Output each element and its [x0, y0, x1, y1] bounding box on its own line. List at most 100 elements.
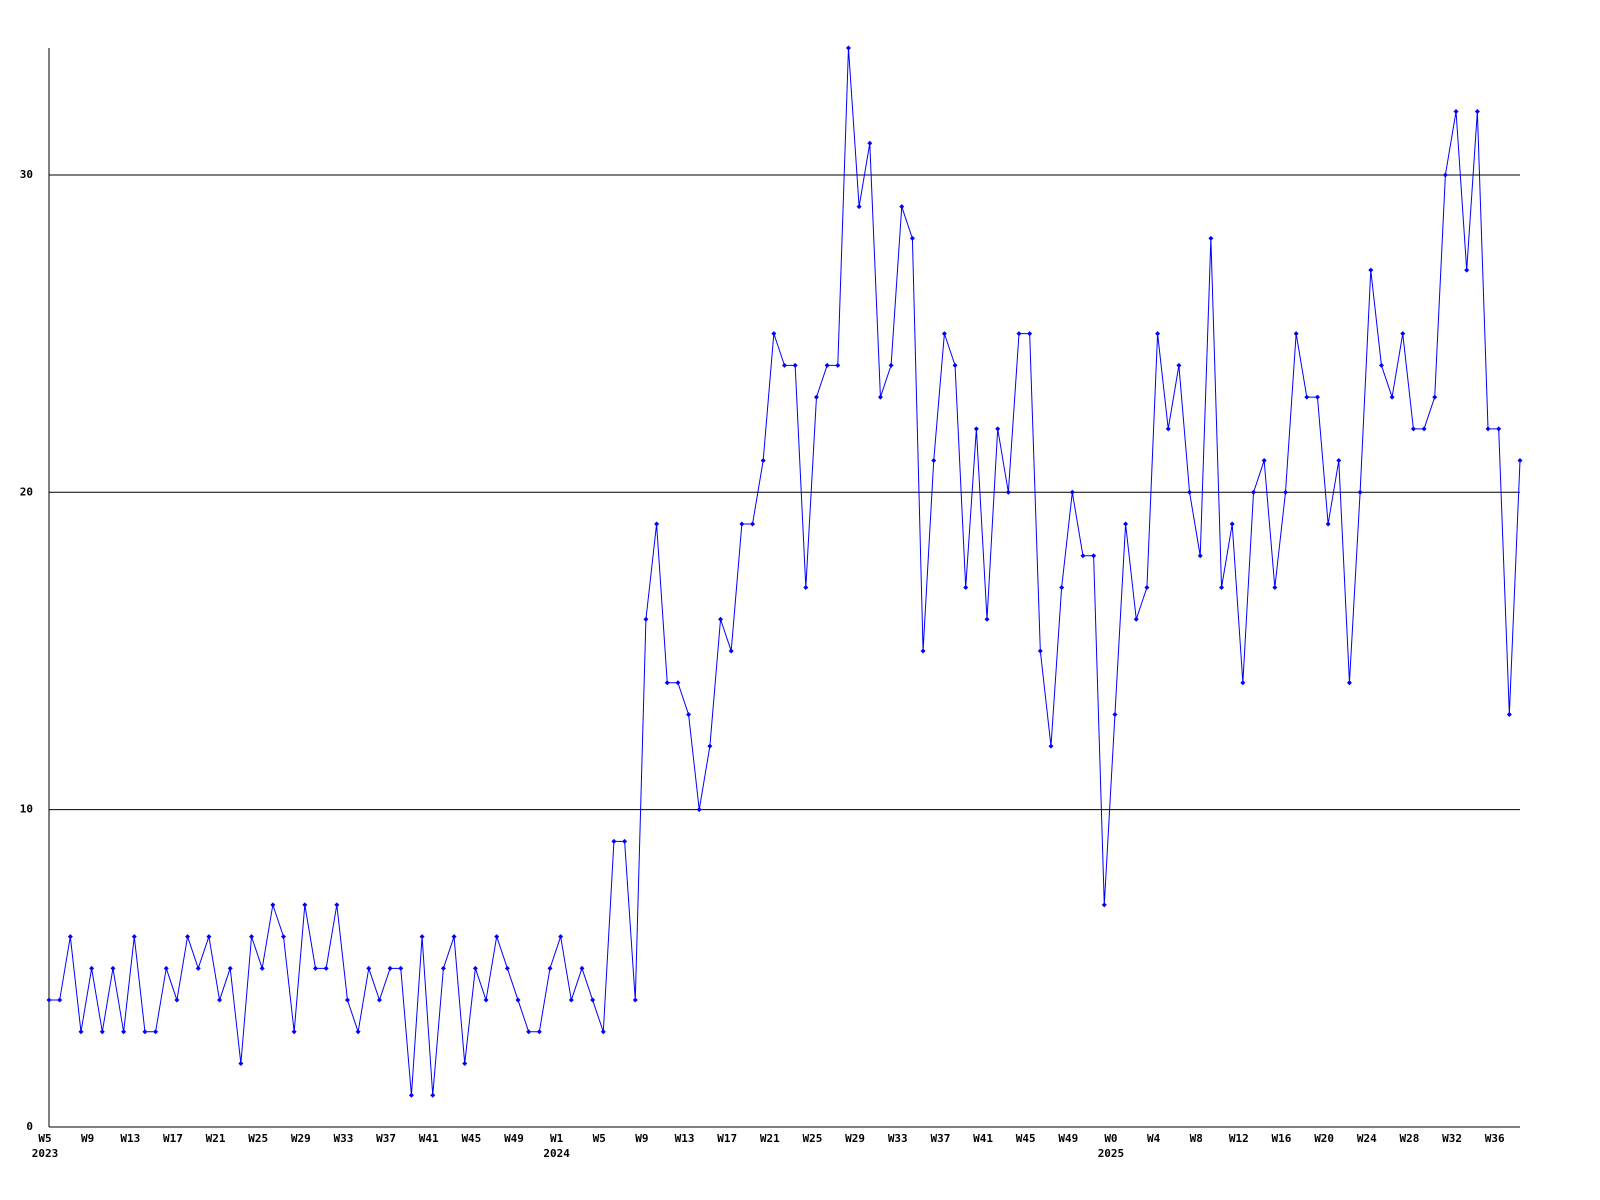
point: [1474, 108, 1480, 114]
point: [856, 204, 862, 210]
x-tick-label: W45: [461, 1132, 481, 1145]
point: [430, 1092, 436, 1098]
x-tick-label: W21: [206, 1132, 226, 1145]
point: [664, 680, 670, 686]
x-tick-label: W25: [803, 1132, 823, 1145]
year-label: 2023: [32, 1147, 59, 1160]
point: [355, 1029, 361, 1035]
point: [398, 965, 404, 971]
point: [760, 458, 766, 464]
point: [1400, 331, 1406, 337]
point: [110, 965, 116, 971]
year-label: 2024: [543, 1147, 570, 1160]
x-tick-label: W17: [163, 1132, 183, 1145]
x-tick-label: W24: [1357, 1132, 1377, 1145]
point: [1272, 585, 1278, 590]
point: [1176, 362, 1182, 368]
point: [718, 616, 724, 622]
point: [1506, 711, 1512, 717]
x-tick-label: W28: [1399, 1132, 1419, 1145]
x-tick-label: W29: [291, 1132, 311, 1145]
point: [1229, 521, 1235, 527]
point: [1187, 489, 1193, 495]
point: [1389, 394, 1395, 400]
x-tick-label: W37: [930, 1132, 950, 1145]
point: [813, 394, 819, 400]
x-tick-label: W8: [1190, 1132, 1203, 1145]
point: [163, 965, 169, 971]
point: [1421, 426, 1427, 432]
point: [1261, 458, 1267, 464]
x-tick-label: W13: [120, 1132, 140, 1145]
point: [739, 521, 745, 527]
point: [270, 902, 276, 908]
x-tick-label: W1: [550, 1132, 564, 1145]
point: [1048, 743, 1054, 749]
point: [1080, 553, 1086, 559]
point: [334, 902, 340, 908]
x-tick-label: W36: [1485, 1132, 1505, 1145]
point: [504, 965, 510, 971]
point: [675, 680, 681, 686]
x-tick-label: W16: [1272, 1132, 1292, 1145]
point: [408, 1092, 414, 1098]
point: [1282, 489, 1288, 495]
x-tick-label: W17: [717, 1132, 737, 1145]
point: [558, 934, 564, 940]
point: [67, 934, 73, 940]
point: [249, 934, 255, 940]
point: [1219, 585, 1225, 590]
point: [696, 807, 702, 813]
point: [494, 934, 500, 940]
x-tick-label: W21: [760, 1132, 780, 1145]
x-tick-label: W20: [1314, 1132, 1334, 1145]
point: [1410, 426, 1416, 432]
x-tick-label: W49: [504, 1132, 524, 1145]
point: [1165, 426, 1171, 432]
point: [931, 458, 937, 464]
point: [1101, 902, 1107, 908]
line: [49, 47, 1521, 1096]
point: [1304, 394, 1310, 400]
point: [1155, 331, 1161, 337]
point: [1037, 648, 1043, 654]
point: [973, 426, 979, 432]
point: [419, 934, 425, 940]
point: [440, 965, 446, 971]
point: [728, 648, 734, 654]
point: [1069, 489, 1075, 495]
point: [920, 648, 926, 654]
point: [1496, 426, 1502, 432]
y-tick-label: 20: [20, 485, 33, 498]
x-tick-label: W41: [973, 1132, 993, 1145]
x-tick-label: W0: [1104, 1132, 1117, 1145]
point: [1485, 426, 1491, 432]
point: [1123, 521, 1129, 527]
point: [1251, 489, 1257, 495]
point: [483, 997, 489, 1003]
point: [1368, 267, 1374, 273]
point: [1378, 362, 1384, 368]
point: [1453, 108, 1459, 114]
x-tick-label: W12: [1229, 1132, 1249, 1145]
point: [302, 902, 308, 908]
x-tick-label: W13: [675, 1132, 695, 1145]
point: [472, 965, 478, 971]
point: [174, 997, 180, 1003]
point: [227, 965, 233, 971]
x-tick-label: W5: [593, 1132, 606, 1145]
point: [1517, 458, 1523, 464]
point: [142, 1029, 148, 1035]
point: [750, 521, 756, 527]
point: [366, 965, 372, 971]
point: [1197, 553, 1203, 559]
point: [835, 362, 841, 368]
point: [782, 362, 787, 368]
x-tick-label: W45: [1016, 1132, 1036, 1145]
point: [600, 1029, 606, 1035]
point: [888, 362, 894, 368]
point: [195, 965, 201, 971]
point: [185, 934, 191, 940]
point: [803, 585, 809, 590]
